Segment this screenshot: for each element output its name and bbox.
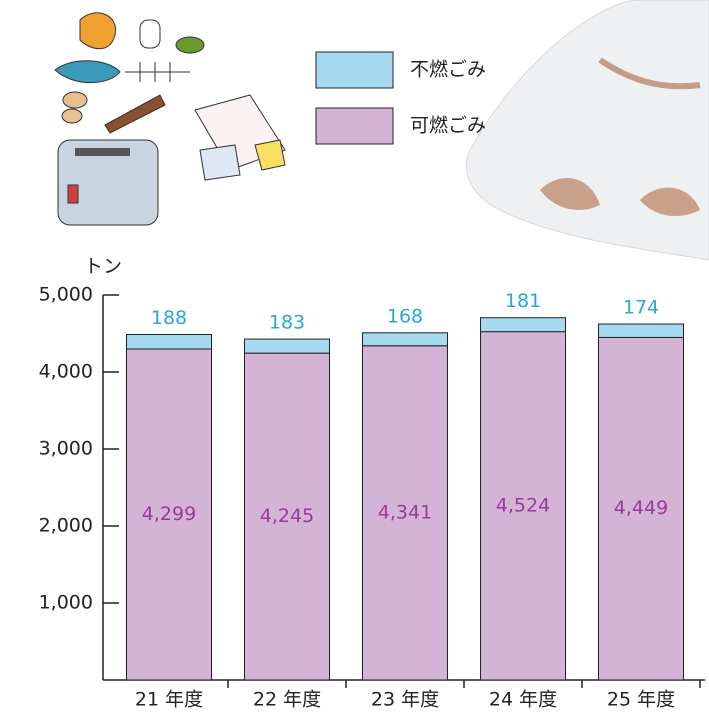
value-label: 4,449: [614, 497, 668, 519]
y-tick-label: 1,000: [39, 592, 93, 614]
bar-segment: [244, 352, 330, 681]
value-label: 174: [623, 297, 659, 319]
value-label: 4,299: [142, 503, 196, 525]
legend-label: 不燃ごみ: [410, 59, 486, 81]
shoe-illustration: [465, 0, 709, 261]
bar-segment: [362, 332, 448, 347]
legend-label: 可燃ごみ: [410, 115, 486, 137]
bar-segment: [244, 338, 330, 354]
bar-segment: [480, 317, 566, 333]
legend-swatch: [315, 107, 394, 145]
bar-segment: [598, 336, 684, 681]
y-tick-label: 5,000: [39, 284, 93, 306]
bar-segment: [480, 331, 566, 681]
value-label: 4,524: [496, 494, 550, 516]
y-tick-label: 2,000: [39, 515, 93, 537]
bar-segment: [362, 345, 448, 681]
y-tick-label: 3,000: [39, 438, 93, 460]
x-tick-label: 23 年度: [371, 689, 439, 711]
x-tick-label: 21 年度: [135, 689, 203, 711]
value-label: 181: [505, 290, 541, 312]
bar-segment: [126, 334, 212, 350]
y-tick-label: 4,000: [39, 361, 93, 383]
bar-segment: [598, 323, 684, 338]
value-label: 4,245: [260, 505, 314, 527]
x-tick-label: 25 年度: [607, 689, 675, 711]
trash-illustration: [54, 12, 286, 226]
value-label: 188: [151, 307, 187, 329]
x-tick-label: 22 年度: [253, 689, 321, 711]
legend-swatch: [315, 51, 394, 89]
value-label: 183: [269, 312, 305, 334]
value-label: 4,341: [378, 501, 432, 523]
bar-segment: [126, 348, 212, 681]
x-tick-label: 24 年度: [489, 689, 557, 711]
unit-label: トン: [84, 256, 122, 278]
value-label: 168: [387, 305, 423, 327]
